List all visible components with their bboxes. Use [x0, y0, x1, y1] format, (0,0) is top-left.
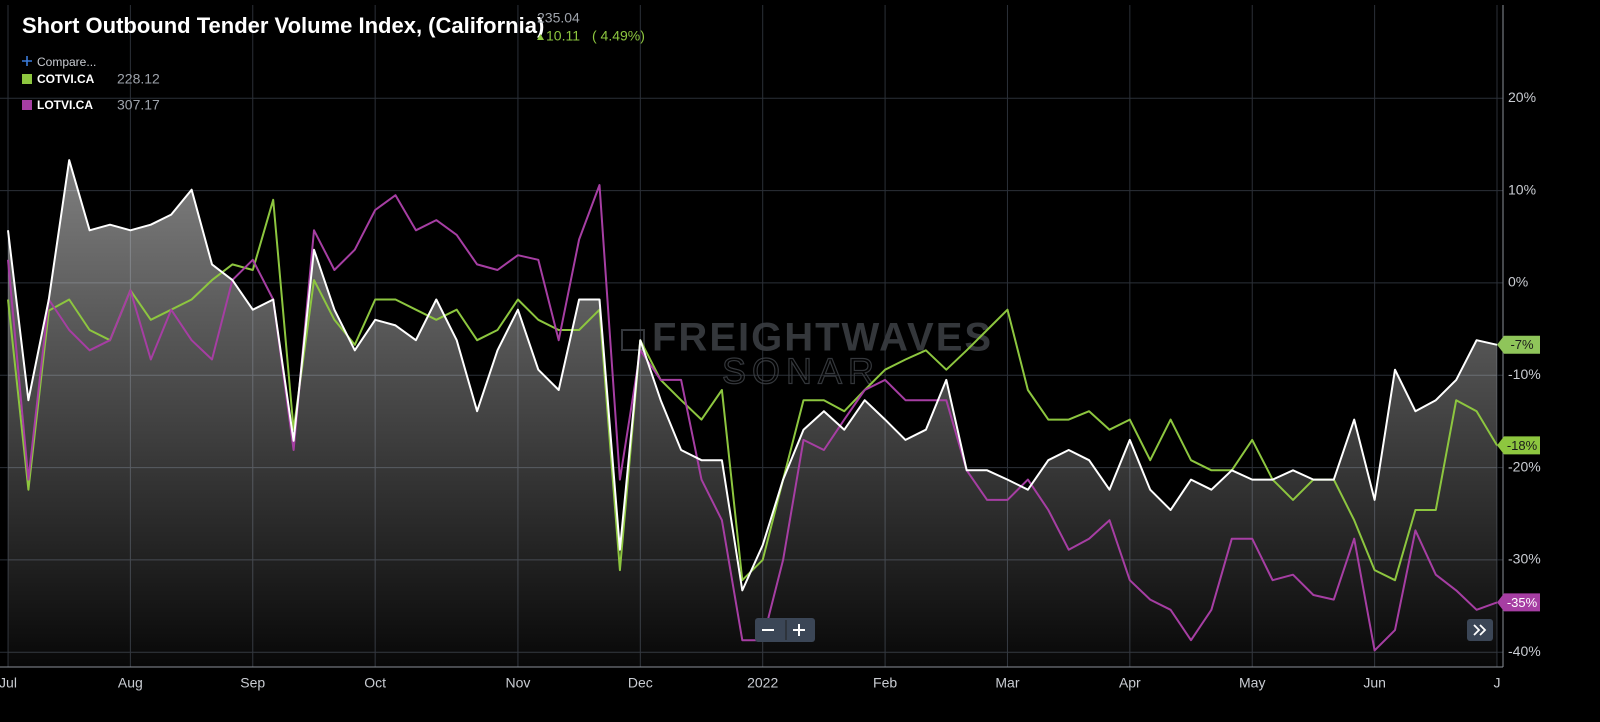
- watermark: FREIGHTWAVES SONAR: [621, 316, 993, 392]
- change-percent: ( 4.49%): [592, 28, 645, 44]
- x-tick-label: 2022: [747, 675, 778, 691]
- badges: -7% -18% -35%: [1497, 335, 1540, 612]
- badge-shape: [1497, 436, 1540, 455]
- watermark-icon: [621, 329, 645, 351]
- line: [7, 184, 1498, 652]
- end-badge: -35%: [1497, 593, 1540, 612]
- badge-text: -35%: [1507, 595, 1538, 610]
- x-tick-label: Sep: [240, 675, 265, 691]
- y-tick-label: -30%: [1508, 551, 1541, 567]
- x-tick-label: Aug: [118, 675, 143, 691]
- line: [7, 159, 1498, 592]
- x-tick-label: Jun: [1363, 675, 1386, 691]
- badge-shape: [1497, 593, 1540, 612]
- badge-text: -18%: [1507, 438, 1538, 453]
- legend-name: LOTVI.CA: [37, 98, 93, 112]
- last-value: 235.04: [537, 10, 580, 26]
- badge-text: -7%: [1510, 337, 1534, 352]
- x-tick-label: Jul: [0, 675, 17, 691]
- end-badge: -7%: [1497, 335, 1540, 354]
- watermark-text: FREIGHTWAVES: [652, 316, 993, 360]
- x-tick-label: Oct: [364, 675, 386, 691]
- area-layer: [8, 160, 1497, 667]
- up-arrow: [537, 34, 544, 40]
- compare-plus: [22, 56, 32, 66]
- watermark-text: SONAR: [722, 351, 880, 392]
- scroll-right[interactable]: [1467, 619, 1493, 641]
- legend: COTVI.CA 228.12 LOTVI.CA 307.17: [22, 71, 160, 113]
- compare-link[interactable]: Compare...: [22, 55, 96, 69]
- x-tick-label: Apr: [1119, 675, 1141, 691]
- x-tick-label: Mar: [995, 675, 1019, 691]
- x-tick-label: Nov: [505, 675, 530, 691]
- y-tick-label: 20%: [1508, 89, 1536, 105]
- chart-title: Short Outbound Tender Volume Index, (Cal…: [22, 13, 544, 38]
- scroll-icon: [1473, 624, 1487, 636]
- y-tick-label: 10%: [1508, 181, 1536, 197]
- end-badge: -18%: [1497, 436, 1540, 455]
- legend-entry: COTVI.CA 228.12: [22, 71, 160, 87]
- compare-text[interactable]: Compare...: [37, 55, 96, 69]
- legend-name: COTVI.CA: [37, 72, 95, 86]
- change: 10.11: [546, 28, 580, 44]
- zoom-in[interactable]: [793, 624, 805, 636]
- legend-value: 228.12: [117, 71, 160, 87]
- zoom-controls: [755, 618, 815, 642]
- y-tick-label: -10%: [1508, 366, 1541, 382]
- x-tick-label: Dec: [628, 675, 653, 691]
- y-tick-label: -40%: [1508, 643, 1541, 659]
- y-tick-label: -20%: [1508, 458, 1541, 474]
- x-tick-label: May: [1239, 675, 1265, 691]
- axis-labels: -40% -30% -20% -10% 0% 10% 20% Jul Aug Sep Oct Nov D…: [0, 89, 1541, 691]
- x-tick-label: Feb: [873, 675, 897, 691]
- legend-swatch: [22, 74, 32, 84]
- badge-shape: [1497, 335, 1540, 354]
- line-layer: [7, 159, 1498, 652]
- y-tick-label: 0%: [1508, 274, 1528, 290]
- legend-entry: LOTVI.CA 307.17: [22, 97, 160, 113]
- legend-value: 307.17: [117, 97, 160, 113]
- legend-swatch: [22, 100, 32, 110]
- area: [8, 160, 1497, 667]
- x-tick-label: J: [1494, 675, 1501, 691]
